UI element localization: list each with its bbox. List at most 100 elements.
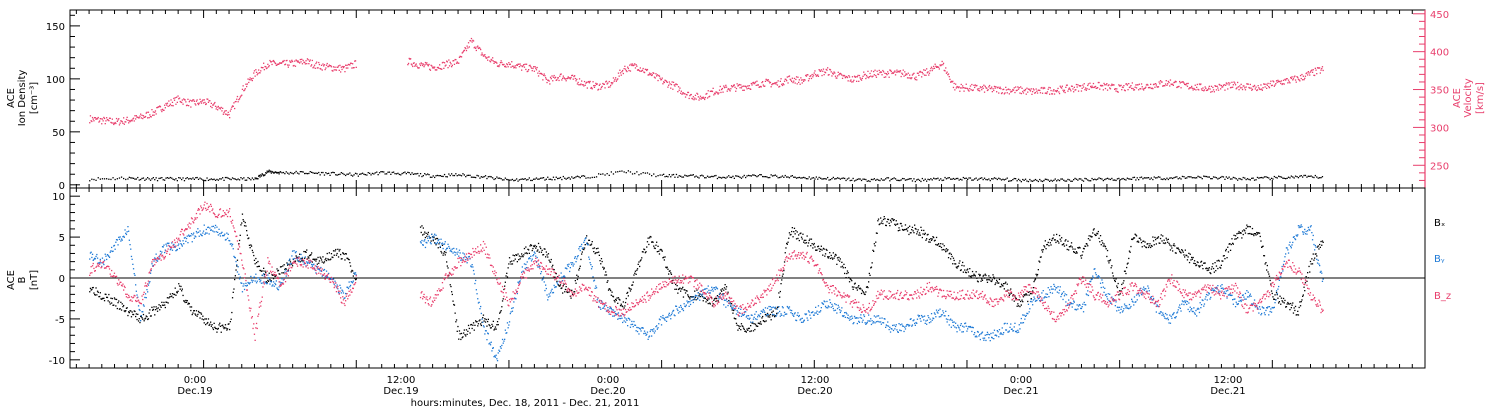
velocity-point (1321, 66, 1324, 68)
velocity-point (222, 113, 224, 115)
bx-point (159, 305, 162, 307)
velocity-point (1289, 82, 1291, 84)
velocity-point (811, 73, 813, 76)
velocity-point (728, 89, 731, 91)
velocity-point (1036, 92, 1039, 94)
velocity-point (322, 63, 324, 65)
bx-point (1186, 259, 1189, 261)
bx-point (573, 291, 575, 293)
density-point (629, 171, 632, 173)
bx-point (612, 295, 614, 297)
velocity-point (548, 80, 550, 82)
velocity-point (1280, 80, 1283, 82)
bx-point (1229, 249, 1232, 251)
velocity-point (229, 110, 231, 112)
bx-point (1122, 282, 1124, 284)
density-point (489, 175, 491, 178)
density-point (169, 176, 171, 179)
velocity-point (584, 84, 586, 86)
bx-point (1027, 291, 1030, 293)
bx-point (523, 254, 525, 256)
velocity-point (1123, 89, 1126, 91)
density-point (671, 174, 673, 176)
velocity-point (970, 89, 972, 91)
velocity-point (853, 75, 856, 77)
bx-point (971, 275, 973, 277)
velocity-point (1190, 87, 1192, 89)
bx-point (499, 312, 501, 314)
velocity-point (657, 79, 659, 82)
velocity-point (164, 107, 166, 109)
velocity-point (916, 79, 918, 81)
by-point (243, 283, 245, 285)
density-point (668, 174, 670, 176)
by-point (118, 236, 120, 238)
density-point (1112, 179, 1114, 181)
velocity-point (1290, 76, 1292, 79)
bx-point (1095, 234, 1097, 236)
bx-point (781, 279, 783, 281)
density-point (527, 178, 529, 181)
bx-point (549, 261, 551, 263)
bx-point (1034, 279, 1036, 281)
velocity-point (589, 80, 591, 83)
bx-point (117, 302, 119, 304)
velocity-point (829, 69, 832, 71)
density-point (706, 175, 709, 177)
velocity-point (237, 101, 239, 103)
bx-point (873, 243, 875, 245)
density-point (278, 173, 280, 175)
velocity-point (534, 66, 536, 68)
velocity-point (615, 80, 617, 82)
bx-point (1203, 262, 1206, 264)
bx-point (530, 244, 532, 246)
velocity-point (809, 75, 811, 78)
density-point (246, 179, 248, 181)
velocity-point (304, 63, 306, 65)
bx-point (958, 262, 960, 264)
bx-point (582, 248, 584, 250)
bx-point (1059, 238, 1061, 240)
bx-point (125, 310, 127, 312)
velocity-point (94, 117, 96, 119)
bx-point (134, 310, 136, 313)
velocity-point (652, 72, 654, 74)
bx-point (1220, 267, 1222, 269)
bx-point (805, 242, 808, 244)
bx-point (319, 256, 321, 258)
velocity-point (640, 70, 642, 72)
velocity-point (981, 89, 983, 91)
velocity-point (516, 64, 518, 66)
velocity-point (899, 70, 902, 72)
density-point (962, 176, 964, 179)
bx-point (350, 271, 352, 273)
velocity-point (832, 72, 834, 74)
by-point (184, 236, 186, 239)
bx-point (448, 274, 450, 277)
velocity-point (1063, 89, 1066, 91)
density-point (363, 173, 365, 175)
density-point (1297, 177, 1300, 179)
velocity-point (304, 61, 306, 64)
bx-point (607, 280, 609, 282)
density-point (458, 174, 460, 176)
bx-point (342, 252, 344, 254)
bx-point (564, 288, 567, 291)
velocity-point (988, 86, 990, 88)
bx-point (865, 291, 867, 293)
velocity-point (331, 69, 333, 72)
velocity-point (1191, 85, 1193, 88)
bx-point (1089, 239, 1091, 241)
velocity-point (571, 74, 573, 77)
density-point (770, 174, 772, 176)
by-point (199, 230, 201, 232)
by-point (100, 262, 102, 264)
velocity-point (643, 71, 645, 73)
bx-point (132, 313, 134, 316)
bx-point (1245, 227, 1247, 230)
density-point (856, 178, 858, 181)
velocity-point (1104, 87, 1107, 90)
density-point (638, 174, 640, 176)
bx-point (909, 225, 911, 227)
velocity-point (556, 79, 558, 81)
